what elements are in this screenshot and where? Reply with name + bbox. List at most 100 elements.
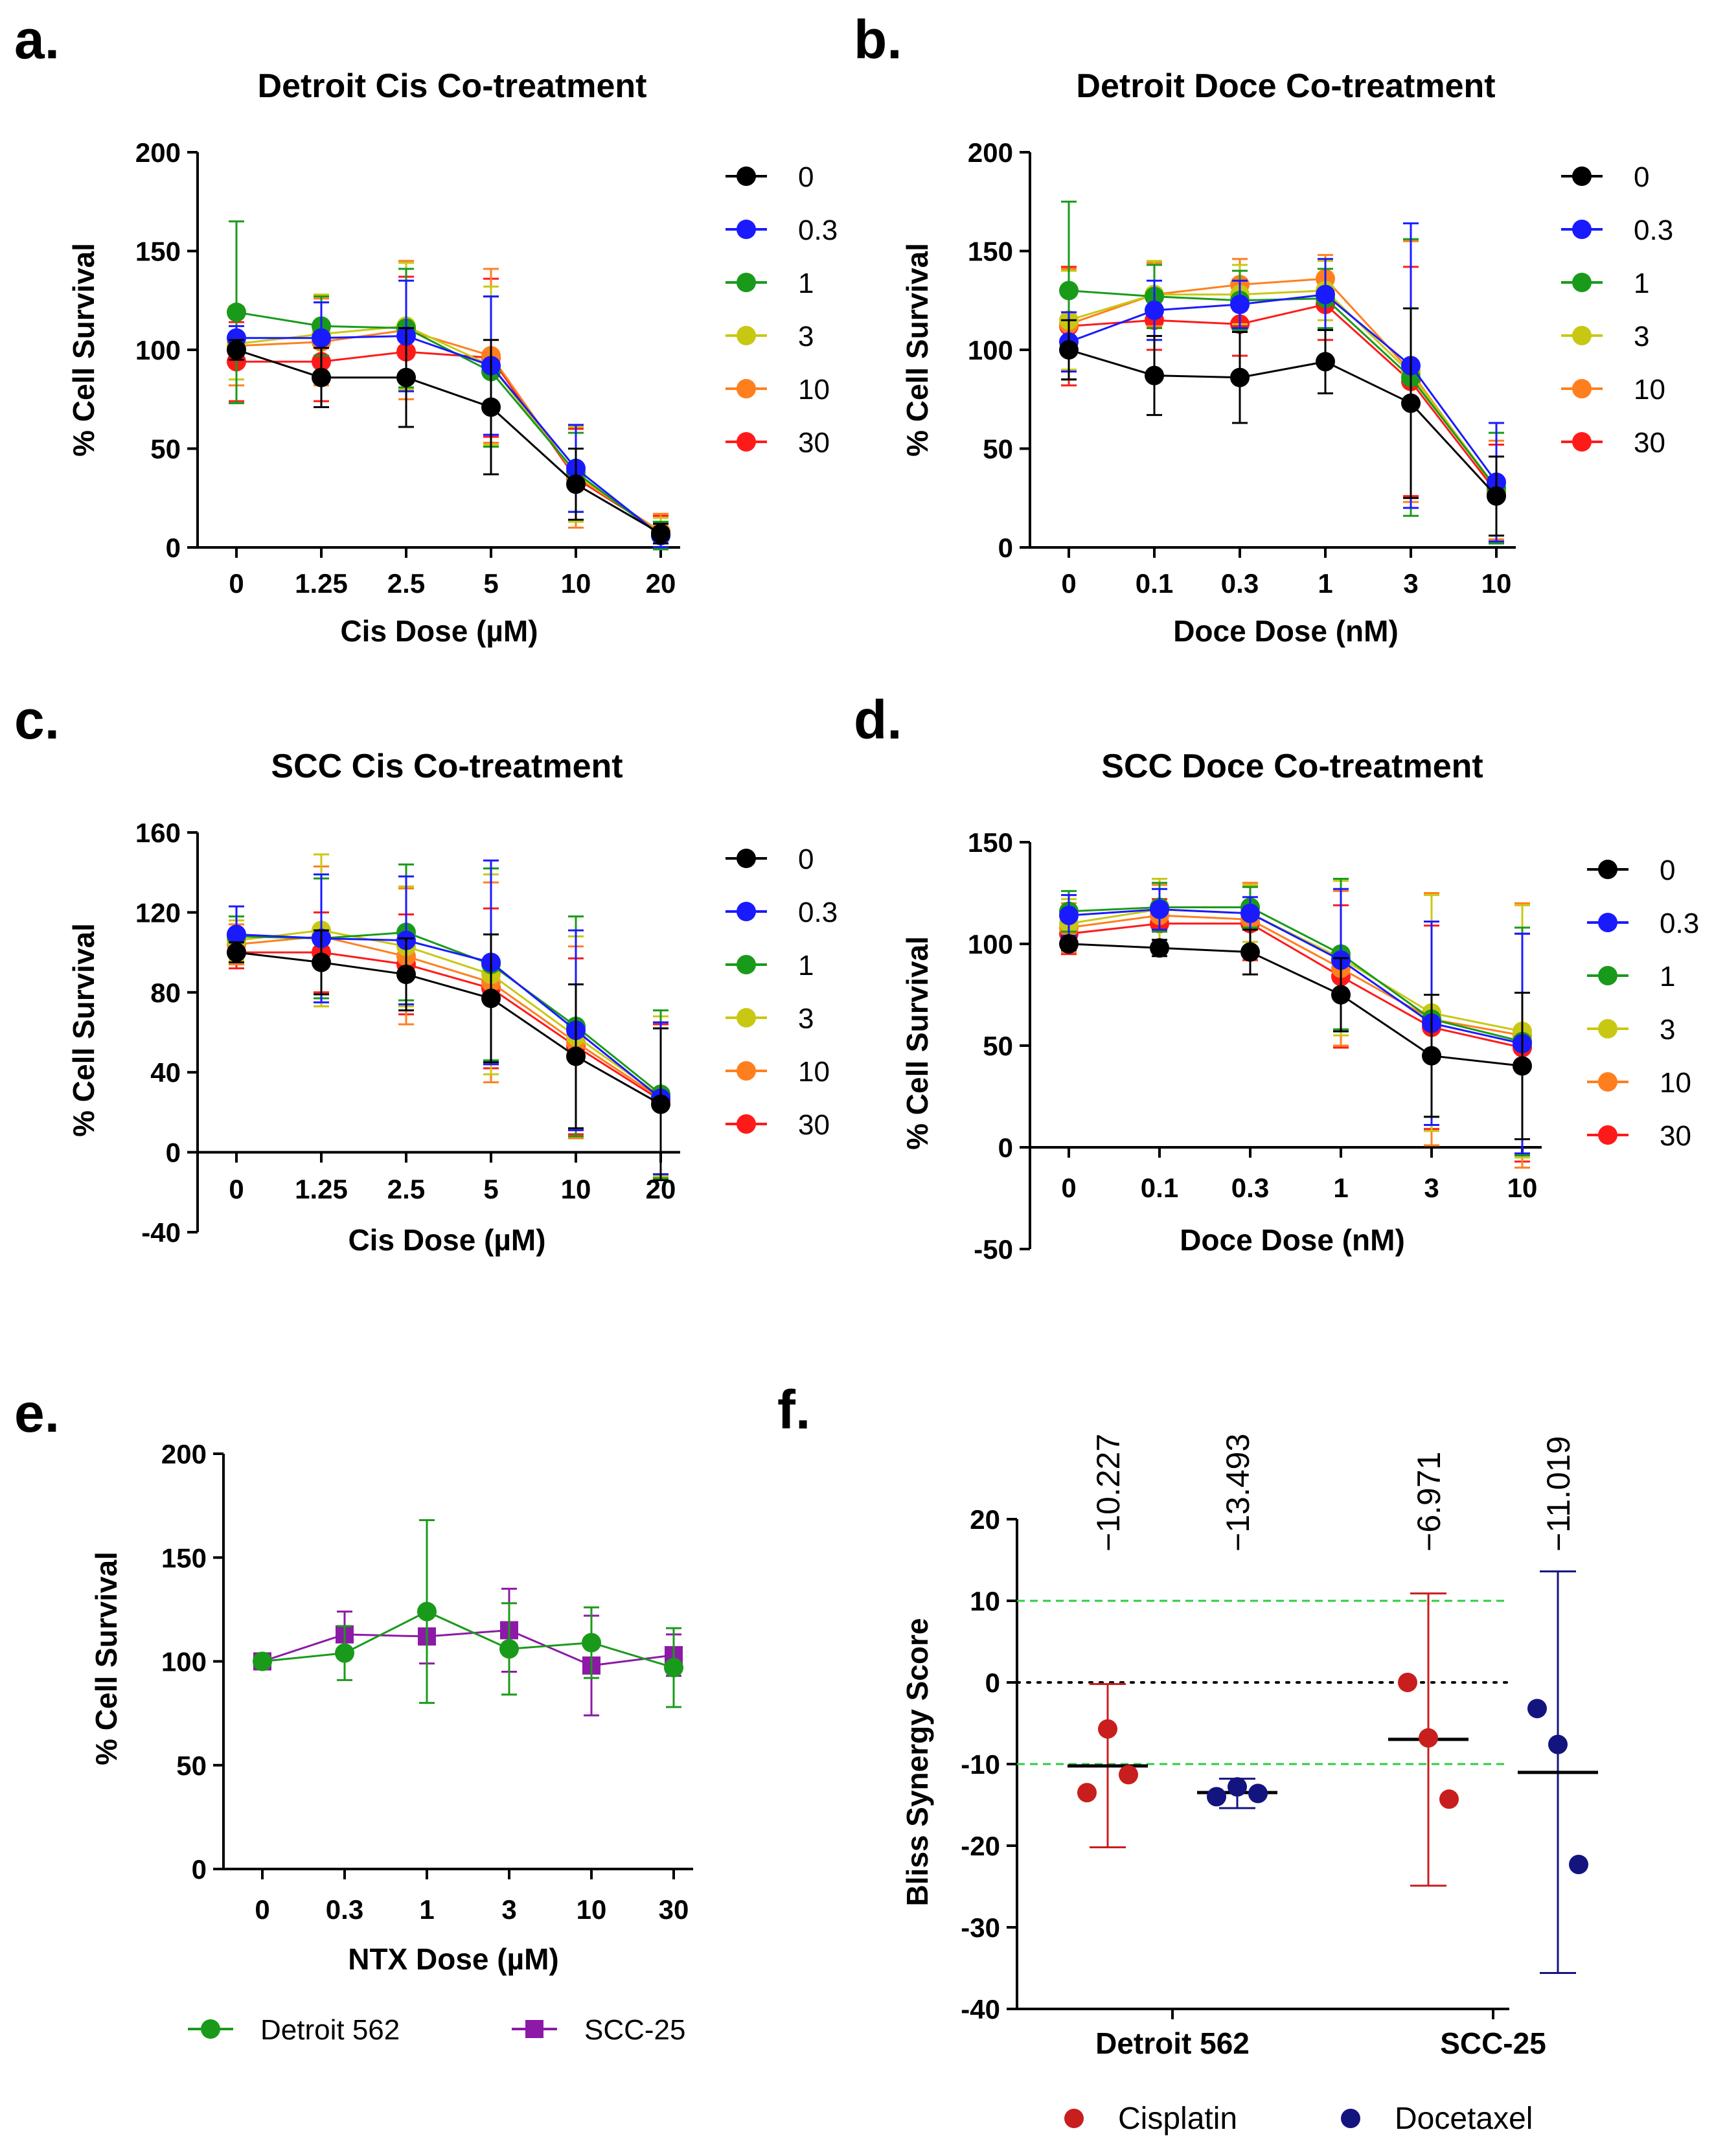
series-3 <box>1059 878 1532 1159</box>
series-10 <box>1059 882 1532 1169</box>
data-point <box>227 340 246 360</box>
y-tick-label: 100 <box>161 1647 207 1677</box>
data-point <box>227 303 246 323</box>
legend-label: 10 <box>1660 1067 1691 1099</box>
y-tick-label: -20 <box>961 1831 1000 1861</box>
data-point <box>1527 1699 1547 1719</box>
data-point <box>1150 899 1169 919</box>
y-axis-label: % Cell Survival <box>67 923 100 1137</box>
legend-marker <box>1572 273 1592 292</box>
series-0-3 <box>1059 888 1532 1154</box>
x-tick-label: 10 <box>1507 1173 1538 1203</box>
data-point <box>312 952 331 972</box>
y-tick-label: 80 <box>150 978 181 1008</box>
series-3 <box>227 262 670 551</box>
series-line <box>262 1629 674 1667</box>
series-line <box>236 951 661 1105</box>
chart-f: -40 -30 -20 -10 0 10 20 Detroit 562 SCC-25 Bliss … <box>900 1434 1598 2136</box>
legend-label: 3 <box>1634 321 1649 352</box>
series-line <box>1068 908 1523 1033</box>
data-point <box>1248 1783 1268 1804</box>
y-tick-label: 50 <box>176 1750 207 1781</box>
legend-label: 0 <box>1634 161 1649 193</box>
legend-marker <box>1598 860 1617 879</box>
group-cisplatin: −10.227 <box>1068 1434 1148 1849</box>
legend-label: 3 <box>798 321 814 352</box>
series-0 <box>1059 928 1532 1140</box>
legend-marker <box>737 220 756 239</box>
legend-marker <box>1341 2109 1360 2128</box>
legend-marker <box>737 1008 756 1027</box>
legend: 0 0.3 1 3 10 30 <box>726 843 838 1141</box>
legend-label: 0 <box>798 161 814 193</box>
legend-label: 30 <box>1634 427 1665 459</box>
chart-title: SCC Cis Co-treatment <box>271 748 623 785</box>
legend-label: 10 <box>798 374 830 406</box>
series-line <box>1068 289 1498 489</box>
group-docetaxel: −13.493 <box>1197 1434 1277 1809</box>
legend-marker <box>1572 432 1592 452</box>
x-axis-label: Doce Dose (nM) <box>1180 1223 1405 1257</box>
series-0 <box>227 327 670 545</box>
y-tick-label: 150 <box>161 1542 207 1573</box>
series-0-3 <box>227 859 670 1176</box>
data-point <box>1059 934 1079 954</box>
x-tick-label: 0.1 <box>1141 1173 1178 1203</box>
series-line <box>236 325 661 534</box>
x-tick-label: 0.3 <box>326 1894 363 1925</box>
legend-label: 1 <box>1660 961 1675 992</box>
data-point <box>499 1639 519 1659</box>
series-0-3 <box>1059 222 1506 543</box>
data-point <box>1548 1734 1568 1754</box>
x-tick-label: 1 <box>1333 1173 1348 1203</box>
bliss-score-label: −10.227 <box>1090 1434 1126 1552</box>
data-point <box>396 367 416 387</box>
x-tick-label: 0 <box>1061 1173 1076 1203</box>
series-line <box>236 349 661 534</box>
series-line <box>1068 908 1523 1045</box>
series-line <box>1068 914 1523 1037</box>
y-tick-label: -50 <box>974 1234 1013 1265</box>
data-point <box>227 924 246 945</box>
legend-label: 0 <box>798 843 814 875</box>
legend-label: SCC-25 <box>584 2014 686 2046</box>
series-line <box>1068 923 1523 1049</box>
x-tick-label: 3 <box>1403 568 1418 599</box>
y-tick-label: 200 <box>135 137 181 168</box>
y-tick-label: 150 <box>968 827 1013 858</box>
legend-marker <box>1572 326 1592 345</box>
y-tick-label: 40 <box>150 1057 181 1088</box>
x-tick-label: 0 <box>255 1894 269 1925</box>
series-line <box>262 1610 674 1669</box>
legend-marker <box>1598 1125 1617 1145</box>
data-point <box>1316 284 1335 304</box>
legend-marker <box>1572 220 1592 239</box>
legend: Cisplatin Docetaxel <box>1064 2102 1533 2136</box>
series-0 <box>1059 307 1506 537</box>
series-10 <box>1059 240 1506 541</box>
x-axis-label: Doce Dose (nM) <box>1173 614 1399 648</box>
legend-label: Docetaxel <box>1395 2102 1533 2136</box>
x-tick-label: SCC-25 <box>1440 2026 1546 2060</box>
data-point <box>1422 1046 1441 1066</box>
bliss-score-label: −6.971 <box>1411 1452 1447 1552</box>
data-point <box>1439 1789 1459 1809</box>
data-point <box>312 328 331 348</box>
data-point <box>582 1633 601 1653</box>
data-point <box>1240 942 1260 962</box>
legend-label: 1 <box>798 268 814 299</box>
y-tick-label: 50 <box>983 434 1013 464</box>
legend-label: 10 <box>1634 374 1665 406</box>
data-point <box>481 397 501 417</box>
series-line <box>236 933 661 1099</box>
data-point <box>651 523 670 544</box>
legend: 0 0.3 1 3 10 30 <box>1561 161 1673 459</box>
series-3 <box>227 853 670 1178</box>
legend-label: 0.3 <box>798 897 838 928</box>
legend-label: 3 <box>798 1003 814 1035</box>
legend-marker <box>1598 1019 1617 1038</box>
legend-marker <box>737 902 756 921</box>
